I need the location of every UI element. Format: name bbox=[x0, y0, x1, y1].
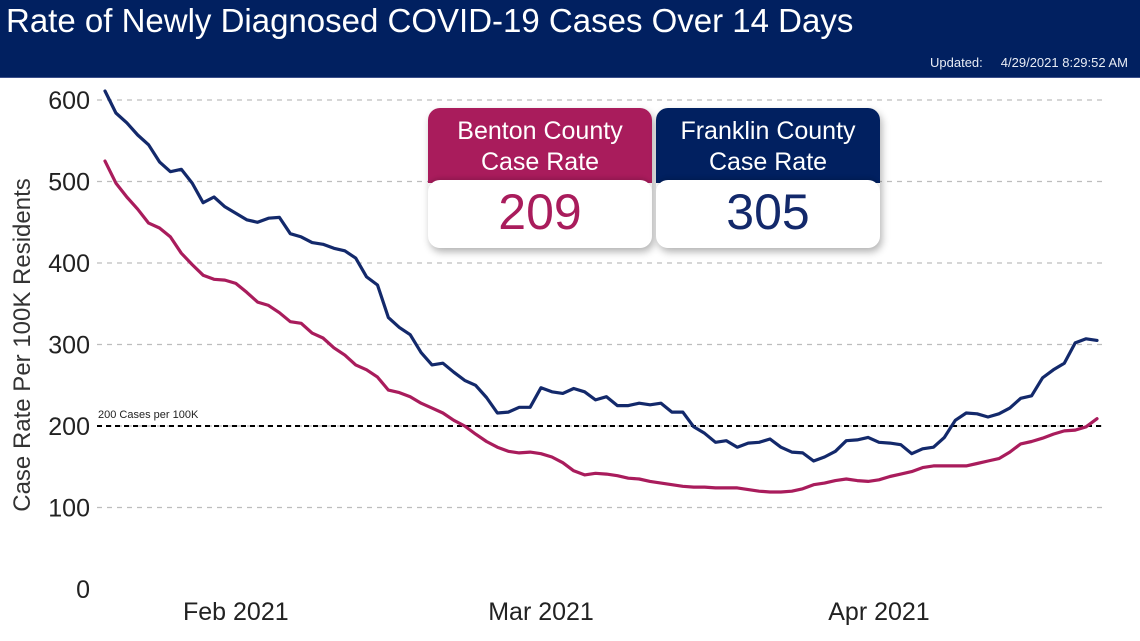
x-tick-label: Apr 2021 bbox=[828, 598, 929, 626]
y-axis-label: Case Rate Per 100K Residents bbox=[9, 178, 36, 512]
series-line-franklin-county bbox=[103, 89, 1099, 463]
franklin-card-header: Franklin County Case Rate bbox=[656, 108, 880, 183]
benton-card-title-2: Case Rate bbox=[480, 148, 600, 176]
benton-card-header: Benton County Case Rate bbox=[428, 108, 652, 183]
updated-timestamp: Updated: 4/29/2021 8:29:52 AM bbox=[930, 55, 1128, 70]
updated-value: 4/29/2021 8:29:52 AM bbox=[1000, 55, 1128, 70]
updated-label: Updated: bbox=[930, 55, 983, 70]
benton-card-title-1: Benton County bbox=[457, 117, 623, 145]
benton-case-rate-card: Benton County Case Rate 209 bbox=[428, 108, 652, 248]
y-tick-label: 0 bbox=[76, 576, 90, 604]
franklin-card-title-2: Case Rate bbox=[708, 148, 828, 176]
x-tick-label: Feb 2021 bbox=[183, 598, 289, 626]
y-tick-label: 100 bbox=[48, 495, 90, 523]
reference-line-label: 200 Cases per 100K bbox=[98, 409, 199, 421]
franklin-case-rate-card: Franklin County Case Rate 305 bbox=[656, 108, 880, 248]
y-tick-label: 500 bbox=[48, 169, 90, 197]
x-tick-label: Mar 2021 bbox=[488, 598, 594, 626]
y-tick-label: 600 bbox=[48, 87, 90, 115]
y-tick-label: 300 bbox=[48, 332, 90, 360]
y-tick-label: 200 bbox=[48, 413, 90, 441]
franklin-card-title-1: Franklin County bbox=[680, 117, 856, 145]
y-tick-label: 400 bbox=[48, 250, 90, 278]
header-bar: Rate of Newly Diagnosed COVID-19 Cases O… bbox=[0, 0, 1140, 78]
benton-case-rate-value: 209 bbox=[428, 180, 652, 248]
franklin-case-rate-value: 305 bbox=[656, 180, 880, 248]
page-title: Rate of Newly Diagnosed COVID-19 Cases O… bbox=[6, 2, 854, 39]
series-line-benton-county bbox=[103, 159, 1099, 494]
